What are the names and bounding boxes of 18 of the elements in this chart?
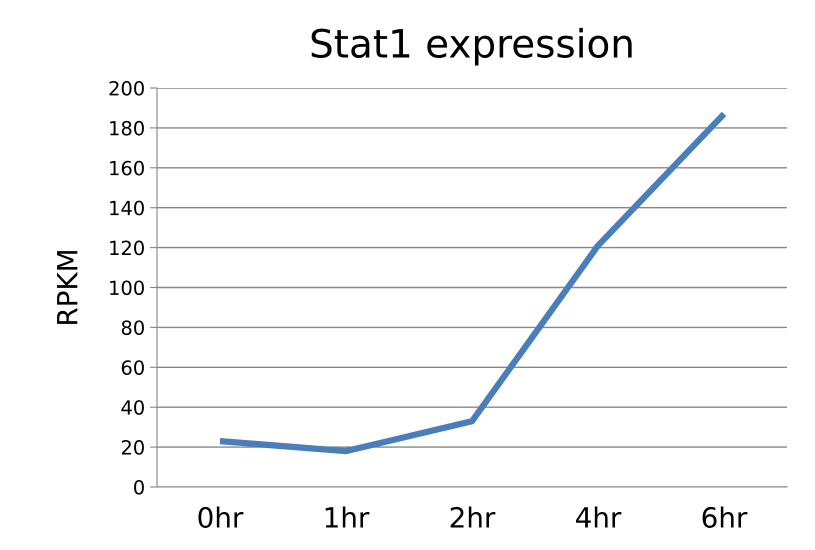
chart-title: Stat1 expression bbox=[312, 28, 632, 66]
x-tick-label: 6hr bbox=[702, 506, 748, 528]
x-tick-label: 1hr bbox=[326, 506, 370, 528]
y-tick-label: 160 bbox=[110, 160, 144, 176]
y-tick-label: 180 bbox=[110, 120, 144, 136]
y-tick-label: 60 bbox=[122, 360, 144, 375]
y-tick-label: 100 bbox=[110, 280, 144, 296]
y-tick-label: 0 bbox=[134, 480, 144, 495]
y-tick-label: 140 bbox=[110, 200, 144, 216]
y-tick-label: 200 bbox=[110, 80, 144, 96]
y-tick-label: 40 bbox=[121, 400, 144, 415]
y-tick-label: 20 bbox=[122, 440, 144, 455]
x-tick-label: 2hr bbox=[450, 506, 496, 528]
y-tick-label: 120 bbox=[110, 240, 144, 256]
x-tick-label: 4hr bbox=[576, 506, 622, 528]
y-tick-label: 80 bbox=[122, 320, 144, 336]
x-tick-label: 0hr bbox=[198, 506, 244, 528]
y-axis-title: RPKM bbox=[57, 251, 78, 324]
